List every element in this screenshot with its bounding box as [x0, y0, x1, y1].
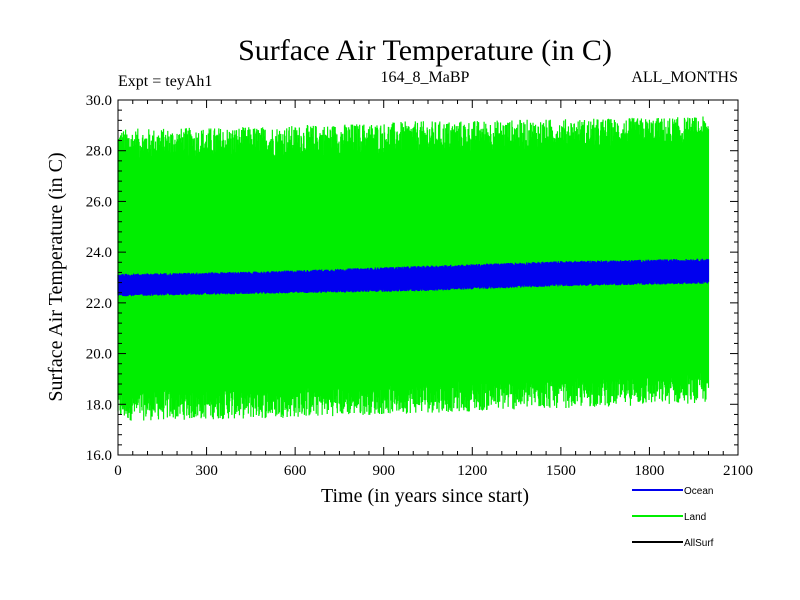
x-tick-label: 300 [195, 463, 218, 479]
y-tick-label: 22.0 [86, 296, 112, 312]
series-line-land [117, 116, 710, 421]
experiment-label: Expt = teyAh1 [118, 73, 212, 90]
x-axis-label: Time (in years since start) [321, 485, 529, 507]
x-tick-label: 600 [284, 463, 307, 479]
x-tick-label: 900 [372, 463, 395, 479]
x-axis: 0 300 600 900 1200 1500 1800 2100 [114, 100, 753, 479]
y-tick-label: 18.0 [86, 397, 112, 413]
y-tick-label: 16.0 [86, 448, 112, 464]
legend-label: Ocean [684, 486, 713, 497]
legend-label: Land [684, 512, 706, 523]
y-tick-label: 28.0 [86, 144, 112, 160]
x-tick-label: 1800 [634, 463, 664, 479]
x-tick-label: 2100 [723, 463, 753, 479]
series-land [117, 116, 710, 421]
legend-item-allsurf: AllSurf [632, 538, 714, 549]
x-tick-label: 1500 [546, 463, 576, 479]
legend-item-ocean: Ocean [632, 486, 713, 497]
y-tick-label: 24.0 [86, 245, 112, 261]
period-label: 164_8_MaBP [381, 69, 470, 86]
x-tick-label: 0 [114, 463, 122, 479]
chart-title: Surface Air Temperature (in C) [238, 34, 612, 67]
y-axis: 16.0 18.0 20.0 22.0 24.0 26.0 28.0 30.0 [86, 93, 738, 464]
y-tick-label: 30.0 [86, 93, 112, 109]
y-axis-label: Surface Air Temperature (in C) [45, 152, 67, 401]
x-tick-label: 1200 [457, 463, 487, 479]
series-ocean [117, 258, 710, 297]
y-tick-label: 20.0 [86, 347, 112, 363]
legend-item-land: Land [632, 512, 706, 523]
y-tick-label: 26.0 [86, 194, 112, 210]
legend: Ocean Land AllSurf [632, 486, 714, 549]
plot-area [117, 116, 710, 421]
series-line-ocean [117, 258, 710, 297]
months-label: ALL_MONTHS [631, 69, 738, 86]
legend-label: AllSurf [684, 538, 714, 549]
